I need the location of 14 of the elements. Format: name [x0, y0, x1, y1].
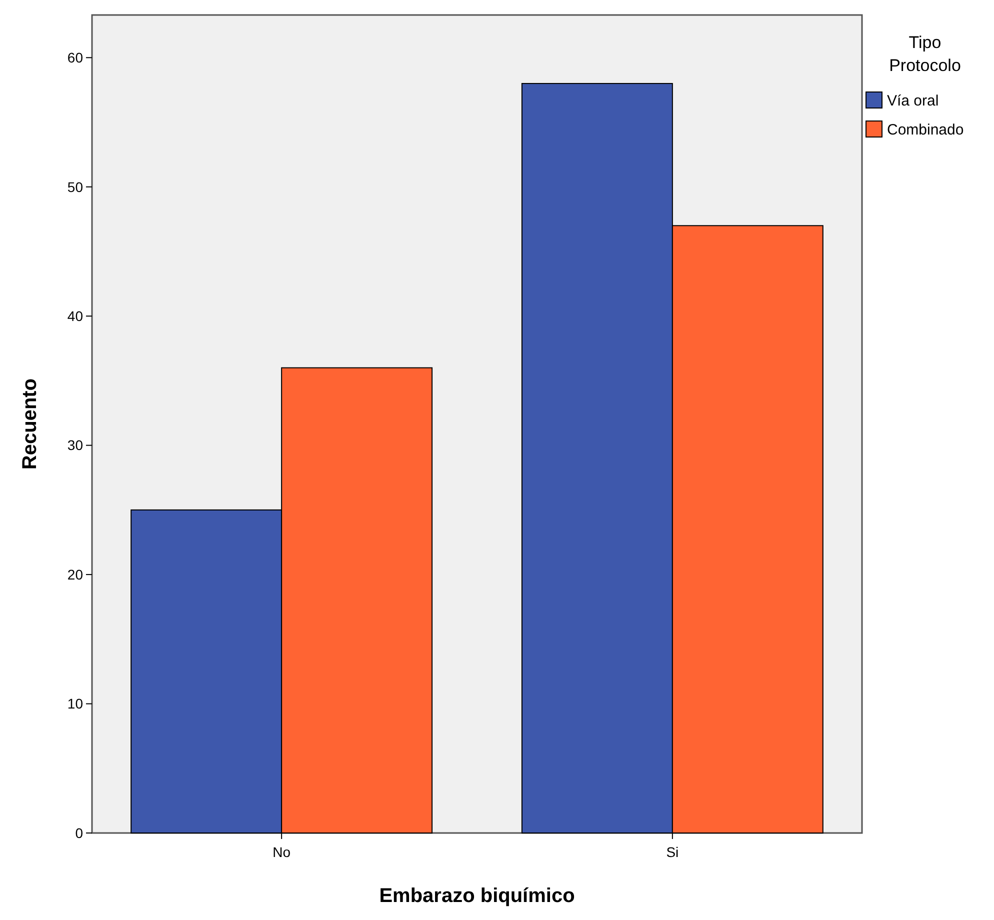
y-tick-label: 20 — [67, 566, 84, 582]
y-axis-title: Recuento — [19, 378, 41, 470]
y-tick-label: 0 — [75, 824, 84, 841]
x-axis-title: Embarazo biquímico — [379, 885, 575, 907]
legend-title: Tipo Protocolo — [889, 33, 961, 75]
y-tick-label: 40 — [67, 308, 84, 324]
legend-label: Combinado — [887, 121, 964, 138]
y-tick-label: 10 — [67, 696, 84, 712]
y-tick-label: 60 — [67, 50, 84, 66]
legend-label: Vía oral — [887, 92, 939, 110]
y-tick-label: 30 — [67, 437, 84, 454]
y-tick-label: 50 — [67, 178, 84, 195]
x-tick-label: Si — [666, 844, 679, 860]
x-tick-label: No — [272, 844, 291, 860]
